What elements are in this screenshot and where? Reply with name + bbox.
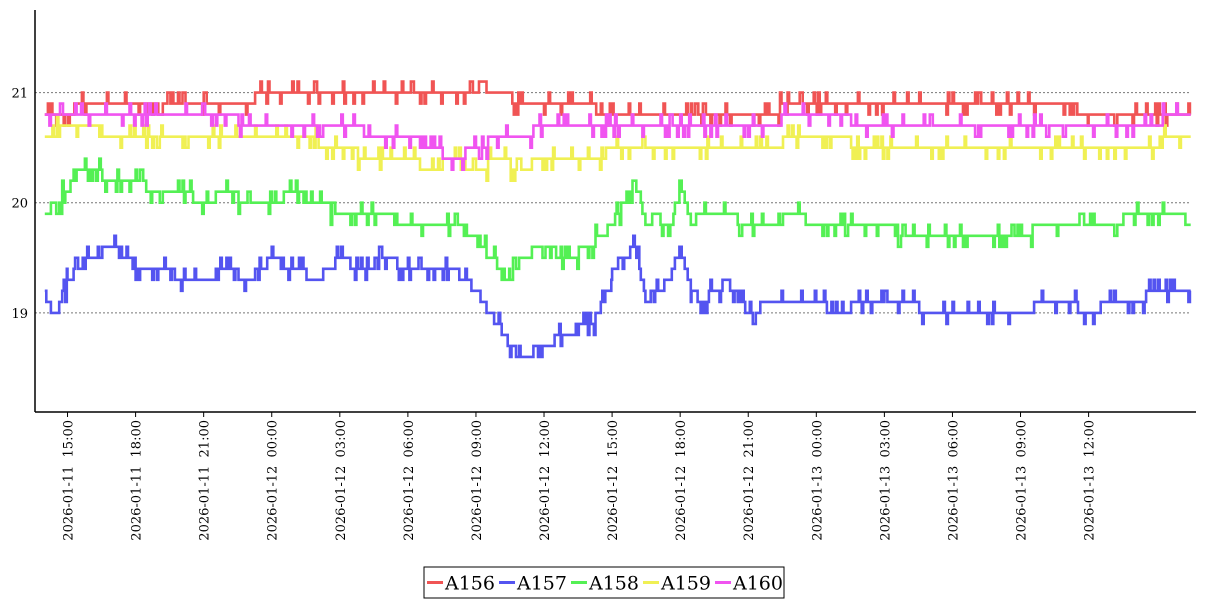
x-ticks: 2026-01-11 15:00 2026-01-11 18:00 2026-01-…	[62, 412, 1098, 541]
legend-label: A159	[660, 573, 711, 595]
x-tick-label: 2026-01-12 21:00	[742, 420, 757, 541]
x-tick-label: 2026-01-12 15:00	[606, 420, 621, 541]
series-line-a160	[44, 102, 1191, 171]
series-layer	[44, 80, 1192, 359]
x-tick-label: 2026-01-13 12:00	[1083, 420, 1098, 541]
x-tick-label: 2026-01-11 21:00	[198, 420, 213, 541]
series-line-a156	[44, 80, 1192, 127]
legend-label: A157	[516, 573, 567, 595]
series-line-a159	[44, 113, 1191, 182]
x-tick-label: 2026-01-12 09:00	[470, 420, 485, 541]
x-tick-label: 2026-01-13 00:00	[810, 420, 825, 541]
axes	[34, 10, 1196, 413]
x-tick-label: 2026-01-12 00:00	[266, 420, 281, 541]
x-tick-label: 2026-01-13 06:00	[946, 420, 961, 541]
y-tick-label: 19	[11, 307, 28, 322]
series-line-a157	[44, 234, 1192, 359]
legend-label: A156	[444, 573, 495, 595]
x-tick-label: 2026-01-11 18:00	[130, 420, 145, 541]
x-tick-label: 2026-01-12 18:00	[674, 420, 689, 541]
x-tick-label: 2026-01-12 12:00	[538, 420, 553, 541]
series-line-a158	[44, 157, 1191, 282]
grid	[35, 92, 1190, 314]
y-tick-label: 21	[11, 87, 28, 102]
y-ticks: 19 20 21	[11, 87, 28, 322]
y-tick-label: 20	[11, 197, 28, 212]
legend: A156 A157 A158 A159 A160	[423, 566, 785, 599]
x-tick-label: 2026-01-13 03:00	[878, 420, 893, 541]
x-tick-label: 2026-01-12 06:00	[402, 420, 417, 541]
x-tick-label: 2026-01-11 15:00	[62, 420, 77, 541]
legend-label: A158	[588, 573, 639, 595]
legend-label: A160	[732, 573, 783, 595]
x-tick-label: 2026-01-13 09:00	[1015, 420, 1030, 541]
x-tick-label: 2026-01-12 03:00	[334, 420, 349, 541]
